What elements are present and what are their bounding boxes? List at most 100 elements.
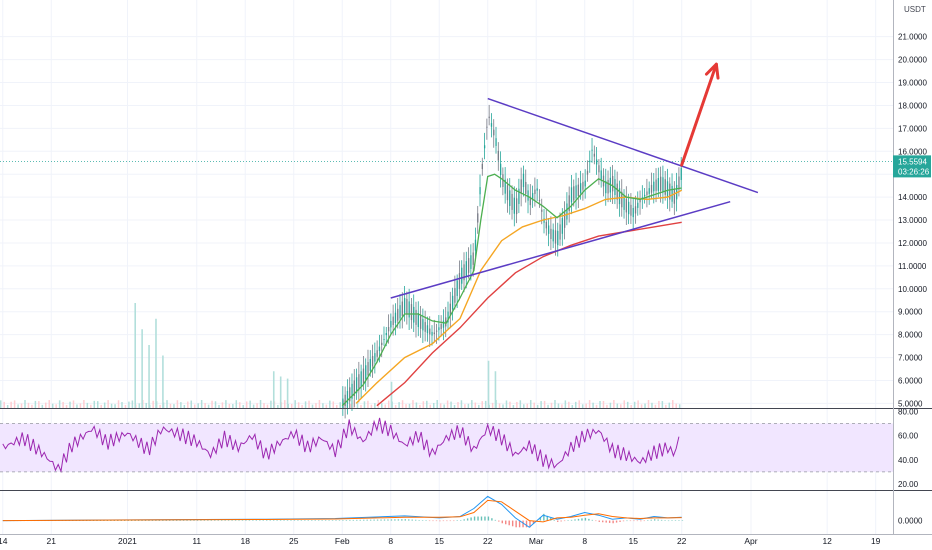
macd-histogram-bar	[252, 520, 254, 521]
price-candle-body	[490, 123, 493, 127]
volume-bar	[363, 401, 366, 408]
volume-bar	[658, 400, 660, 408]
trend-drawings[interactable]	[390, 62, 759, 299]
price-tick-label: 21.0000	[898, 33, 927, 42]
macd-histogram-bar	[137, 520, 140, 521]
macd-histogram-bar	[276, 520, 278, 521]
price-candle-body	[392, 316, 394, 326]
volume-bar	[502, 404, 504, 408]
macd-histogram-bar	[293, 520, 296, 521]
volume-bar	[640, 404, 643, 408]
macd-histogram-bar	[134, 520, 136, 521]
macd-histogram-bar	[560, 520, 562, 522]
price-candle-body	[424, 322, 426, 332]
volume-bar	[242, 404, 244, 408]
price-candle-body	[644, 194, 646, 197]
macd-histogram-bar	[456, 520, 458, 521]
price-candle-body	[506, 185, 509, 201]
volume-bar	[592, 402, 594, 408]
volume-bar	[103, 402, 106, 408]
price-candle-body	[543, 218, 545, 223]
macd-histogram-bar	[144, 520, 147, 521]
volume-bar	[498, 403, 501, 408]
macd-histogram-bar	[525, 520, 528, 528]
macd-histogram-bar	[383, 519, 386, 521]
macd-histogram-bar	[373, 519, 375, 521]
volume-bar	[419, 404, 421, 408]
price-tick-label: 12.0000	[898, 239, 927, 248]
macd-histogram-bar	[640, 520, 642, 522]
rsi-pane	[0, 417, 893, 474]
time-tick-label: 21	[47, 536, 57, 546]
price-candle-body	[568, 195, 570, 211]
volume-bar	[190, 400, 193, 408]
volume-bar	[484, 400, 487, 408]
volume-bar	[90, 404, 92, 408]
macd-histogram-bar	[671, 520, 673, 521]
volume-bar	[436, 400, 438, 408]
price-tick-label: 19.0000	[898, 79, 927, 88]
volume-bar	[339, 402, 341, 408]
macd-histogram-bar	[418, 520, 420, 521]
price-candle-body	[378, 346, 381, 352]
volume-bar	[398, 402, 400, 408]
price-candle-body	[369, 358, 371, 371]
rsi-band	[0, 423, 893, 472]
macd-histogram-bar	[653, 519, 656, 521]
volume-bar	[474, 402, 477, 408]
price-candle-body	[511, 193, 513, 210]
macd-histogram-bar	[394, 519, 396, 521]
price-tick-label: 5.0000	[898, 399, 923, 408]
price-candle-body	[561, 218, 564, 234]
volume-bar	[620, 404, 622, 408]
price-candle-body	[390, 321, 392, 328]
price-candle-body	[497, 150, 499, 161]
volume-bar	[626, 401, 629, 408]
volume-histogram	[0, 303, 681, 408]
price-candle-body	[637, 202, 639, 208]
macd-histogram-bar	[356, 519, 358, 521]
price-candle-body	[483, 145, 486, 149]
price-candle-body	[495, 138, 497, 146]
price-candle-body	[552, 229, 554, 242]
volume-bar	[225, 400, 227, 408]
macd-histogram-bar	[175, 520, 178, 521]
volume-bar	[550, 402, 553, 408]
price-candle-body	[371, 355, 374, 367]
macd-histogram-bar	[584, 517, 587, 521]
volume-bar	[478, 404, 480, 408]
macd-histogram-bar	[297, 520, 299, 521]
volume-bar	[429, 404, 432, 408]
volume-bar	[100, 404, 102, 408]
volume-bar	[505, 400, 508, 408]
volume-bar	[197, 403, 199, 408]
price-tick-label: 6.0000	[898, 376, 923, 385]
macd-histogram-bar	[342, 520, 344, 521]
volume-bar	[384, 404, 386, 408]
macd-histogram-bar	[117, 520, 119, 521]
price-candle-body	[623, 195, 625, 210]
time-tick-label: 25	[289, 536, 299, 546]
volume-bar	[187, 401, 189, 408]
price-candle-body	[520, 179, 522, 194]
price-candle-body	[575, 185, 577, 199]
time-tick-label: 14	[0, 536, 8, 546]
macd-histogram-bar	[214, 520, 216, 521]
price-candle-body	[387, 326, 390, 332]
macd-histogram-bar	[380, 519, 382, 521]
time-tick-label: 12	[822, 536, 832, 546]
macd-histogram-bar	[172, 520, 174, 521]
volume-bar	[443, 404, 445, 408]
macd-histogram-bar	[612, 520, 614, 524]
volume-bar	[24, 400, 26, 408]
volume-bar	[547, 404, 549, 408]
volume-bar	[374, 403, 376, 408]
price-tick-label: 10.0000	[898, 285, 927, 294]
time-tick-label: Mar	[529, 536, 544, 546]
price-tick-label: 14.0000	[898, 193, 927, 202]
volume-bar	[48, 400, 50, 408]
macd-histogram-bar	[120, 520, 122, 521]
price-tick-label: 18.0000	[898, 101, 927, 110]
currency-unit-label[interactable]: USDT	[904, 5, 926, 14]
